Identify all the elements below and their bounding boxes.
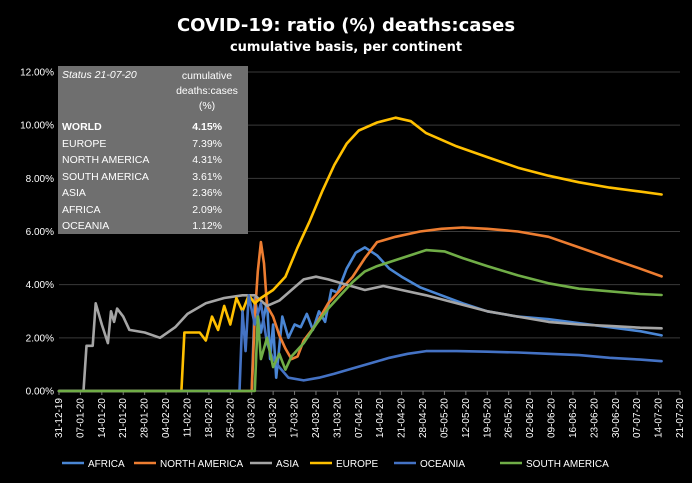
x-tick-label: 07-04-20 <box>354 398 365 438</box>
x-tick-label: 31-12-19 <box>54 398 65 438</box>
status-row-name: AFRICA <box>62 203 101 216</box>
x-tick-label: 03-03-20 <box>247 398 258 438</box>
y-tick-label: 4.00% <box>26 280 54 291</box>
x-tick-label: 23-06-20 <box>589 398 600 438</box>
status-row-value: 2.36% <box>192 187 222 199</box>
x-tick-label: 28-04-20 <box>418 398 429 438</box>
legend-label-oceania: OCEANIA <box>420 459 465 470</box>
status-row-value: 3.61% <box>192 170 222 183</box>
series-line-africa <box>57 246 663 393</box>
x-tick-label: 07-01-20 <box>75 398 86 438</box>
status-row-value: 4.15% <box>192 121 222 133</box>
x-tick-label: 09-06-20 <box>547 398 558 438</box>
series-line-oceania <box>57 294 663 393</box>
x-tick-label: 21-01-20 <box>118 398 129 438</box>
x-tick-label: 21-07-20 <box>675 398 686 438</box>
status-row-asia: ASIA 2.36% <box>62 187 244 202</box>
x-tick-label: 16-06-20 <box>568 398 579 438</box>
status-row-value: 2.09% <box>192 203 222 216</box>
y-tick-label: 6.00% <box>26 227 54 238</box>
status-row-value: 7.39% <box>192 137 222 150</box>
legend-label-asia: ASIA <box>276 459 299 470</box>
x-tick-label: 31-03-20 <box>332 398 343 438</box>
status-row-name: ASIA <box>62 187 86 199</box>
x-tick-label: 28-01-20 <box>140 398 151 438</box>
x-tick-label: 26-05-20 <box>504 398 515 438</box>
status-row-name: WORLD <box>62 121 102 133</box>
legend-label-south-america: SOUTH AMERICA <box>526 459 609 470</box>
status-row-south-america: SOUTH AMERICA 3.61% <box>62 171 244 186</box>
series-line-asia <box>57 275 663 393</box>
status-row-oceania: OCEANIA 1.12% <box>62 220 244 235</box>
x-tick-label: 14-04-20 <box>375 398 386 438</box>
legend-label-europe: EUROPE <box>336 459 379 470</box>
x-tick-label: 14-01-20 <box>97 398 108 438</box>
series-line-north-america <box>57 226 663 393</box>
legend-label-africa: AFRICA <box>88 459 125 470</box>
series-line-europe <box>57 116 663 393</box>
y-tick-label: 8.00% <box>26 174 54 185</box>
status-column-header: cumulative deaths:cases (%) <box>176 70 238 112</box>
legend-label-north-america: NORTH AMERICA <box>160 459 243 470</box>
x-tick-label: 21-04-20 <box>397 398 408 438</box>
x-tick-label: 30-06-20 <box>611 398 622 438</box>
chart-title: COVID-19: ratio (%) deaths:cases <box>177 15 515 36</box>
legend: AFRICA NORTH AMERICA ASIA EUROPE OCEANIA SOUT… <box>62 459 609 470</box>
x-tick-label: 18-02-20 <box>204 398 215 438</box>
chart-subtitle: cumulative basis, per continent <box>230 40 462 55</box>
x-axis-ticks: 31-12-19 07-01-20 14-01-20 21-01-20 28-01-20… <box>54 391 686 438</box>
status-table: Status 21-07-20 cumulative deaths:cases … <box>58 66 248 234</box>
x-tick-label: 24-03-20 <box>311 398 322 438</box>
y-tick-label: 10.00% <box>20 121 54 132</box>
x-tick-label: 10-03-20 <box>268 398 279 438</box>
status-row-name: SOUTH AMERICA <box>62 170 149 183</box>
x-tick-label: 04-02-20 <box>161 398 172 438</box>
x-tick-label: 02-06-20 <box>525 398 536 438</box>
status-row-africa: AFRICA 2.09% <box>62 204 244 219</box>
status-date-label: Status 21-07-20 <box>62 69 137 81</box>
y-tick-label: 12.00% <box>20 68 54 79</box>
status-row-name: EUROPE <box>62 137 107 150</box>
x-tick-label: 12-05-20 <box>461 398 472 438</box>
status-row-name: OCEANIA <box>62 220 110 232</box>
status-row-europe: EUROPE 7.39% <box>62 138 244 153</box>
y-tick-label: 0.00% <box>26 387 54 398</box>
y-tick-label: 2.00% <box>26 333 54 344</box>
x-tick-label: 05-05-20 <box>439 398 450 438</box>
x-tick-label: 07-07-20 <box>632 398 643 438</box>
status-row-name: NORTH AMERICA <box>62 154 150 166</box>
series-line-south-america <box>57 248 663 393</box>
x-tick-label: 17-03-20 <box>290 398 301 438</box>
x-tick-label: 14-07-20 <box>654 398 665 438</box>
y-axis-ticks: 0.00% 2.00% 4.00% 6.00% 8.00% 10.00% 12.00% <box>20 68 54 398</box>
status-row-value: 1.12% <box>192 220 222 232</box>
status-row-value: 4.31% <box>192 154 222 166</box>
series-lines <box>57 116 663 393</box>
status-row-world: WORLD 4.15% <box>62 121 244 136</box>
status-row-north-america: NORTH AMERICA 4.31% <box>62 154 244 169</box>
x-tick-label: 19-05-20 <box>482 398 493 438</box>
x-tick-label: 11-02-20 <box>182 398 193 438</box>
x-tick-label: 25-02-20 <box>225 398 236 438</box>
